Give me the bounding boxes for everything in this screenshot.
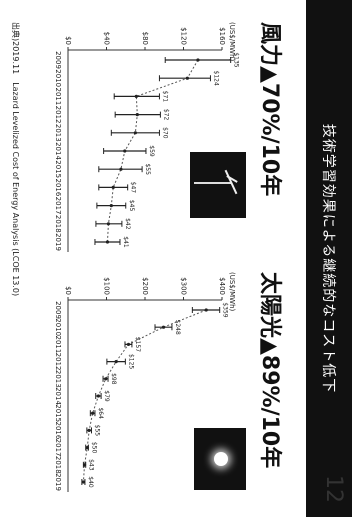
- solar-x-tick-label: 2018: [54, 456, 62, 474]
- wind-data-label: $71: [161, 91, 168, 103]
- solar-data-label: $359: [222, 302, 229, 317]
- wind-y-tick-label: $160: [218, 27, 226, 45]
- wind-y-tick-label: $120: [180, 27, 188, 45]
- wind-data-label: $135: [233, 52, 240, 67]
- wind-data-point: [133, 131, 137, 135]
- wind-x-tick-label: 2018: [54, 215, 62, 233]
- wind-data-point: [106, 222, 111, 226]
- solar-data-label: $40: [87, 476, 94, 488]
- wind-turbine-photo: [190, 152, 246, 218]
- solar-y-tick-label: $400: [218, 277, 226, 295]
- wind-data-label: $72: [162, 109, 169, 121]
- wind-y-tick-label: $80: [141, 32, 149, 45]
- solar-data-point: [81, 480, 85, 484]
- solar-data-label: $125: [127, 354, 134, 369]
- solar-data-point: [91, 411, 95, 415]
- wind-x-tick-label: 2016: [54, 178, 62, 196]
- wind-data-point: [105, 240, 110, 244]
- wind-data-point: [123, 149, 127, 153]
- solar-y-tick-label: $300: [180, 277, 188, 295]
- wind-data-label: $45: [128, 200, 135, 212]
- wind-data-label: $59: [148, 145, 155, 157]
- solar-data-point: [87, 428, 91, 432]
- wind-data-point: [185, 76, 189, 80]
- wind-data-point: [109, 204, 113, 208]
- solar-x-tick-label: 2011: [54, 335, 62, 353]
- solar-x-tick-label: 2009: [54, 301, 62, 319]
- wind-data-point: [135, 113, 139, 117]
- wind-lcoe-chart: (US$/MWh)$0 $40 $80 $120 $160200920102011201…: [54, 22, 240, 252]
- wind-x-tick-label: 2011: [54, 87, 62, 105]
- solar-x-tick-label: 2017: [54, 439, 62, 457]
- solar-data-point: [85, 446, 89, 450]
- wind-chart-title: 風力▲70%/10年: [257, 22, 282, 197]
- solar-y-tick-label: $200: [141, 277, 149, 295]
- solar-data-point: [104, 377, 108, 381]
- solar-data-label: $64: [97, 407, 104, 419]
- wind-data-point: [134, 94, 138, 99]
- solar-x-tick-label: 2016: [54, 421, 62, 439]
- solar-y-tick-label: $100: [103, 277, 111, 295]
- wind-x-tick-label: 2017: [54, 197, 62, 215]
- solar-x-tick-label: 2015: [54, 404, 62, 422]
- solar-data-label: $248: [174, 320, 181, 335]
- wind-data-label: $55: [144, 163, 151, 175]
- wind-x-tick-label: 2015: [54, 160, 62, 178]
- slide-title: 技術学習効果による継続的なコスト低下: [320, 123, 336, 394]
- wind-data-point: [119, 167, 123, 171]
- solar-data-point: [82, 463, 87, 467]
- solar-y-tick-label: $0: [64, 286, 72, 295]
- solar-lcoe-chart: (US$/MWh)$0 $100 $200 $300 $4002009201020112…: [54, 272, 236, 492]
- wind-x-tick-label: 2010: [54, 69, 62, 87]
- solar-data-label: $98: [110, 373, 117, 385]
- wind-data-label: $47: [130, 182, 137, 194]
- solar-x-tick-label: 2019: [54, 473, 62, 491]
- solar-x-tick-label: 2012: [54, 353, 62, 371]
- wind-x-tick-label: 2009: [54, 51, 62, 69]
- solar-mean-line: [82, 309, 207, 483]
- solar-data-point: [161, 325, 166, 329]
- solar-x-tick-label: 2013: [54, 370, 62, 388]
- wind-x-tick-label: 2013: [54, 124, 62, 142]
- source-note: 出典)2019.11 Lazard Levelized Cost of Ener…: [11, 22, 20, 297]
- page-number: 12: [321, 475, 346, 503]
- wind-x-tick-label: 2012: [54, 106, 62, 124]
- wind-data-point: [111, 185, 115, 189]
- solar-chart-title: 太陽光▲89%/10年: [257, 272, 282, 469]
- wind-data-label: $42: [124, 218, 131, 230]
- solar-data-label: $79: [103, 390, 110, 402]
- solar-data-point: [126, 342, 131, 347]
- solar-data-label: $55: [93, 425, 100, 437]
- solar-data-label: $157: [134, 337, 141, 352]
- wind-y-tick-label: $40: [103, 32, 111, 45]
- wind-data-label: $70: [161, 127, 168, 139]
- wind-x-tick-label: 2019: [54, 233, 62, 251]
- solar-data-point: [114, 360, 118, 364]
- wind-data-label: $41: [122, 236, 129, 248]
- solar-data-point: [204, 308, 208, 312]
- wind-y-axis-label: (US$/MWh): [228, 22, 236, 62]
- wind-data-label: $124: [212, 71, 219, 86]
- wind-data-point: [196, 58, 200, 62]
- title-bar: 技術学習効果による継続的なコスト低下: [306, 0, 352, 517]
- wind-y-tick-label: $0: [64, 36, 72, 45]
- solar-data-point: [96, 394, 101, 398]
- solar-data-label: $50: [90, 442, 97, 454]
- solar-x-tick-label: 2014: [54, 387, 62, 405]
- sun-photo: [194, 428, 246, 490]
- wind-x-tick-label: 2014: [54, 142, 62, 160]
- solar-data-label: $43: [88, 459, 95, 471]
- solar-y-axis-label: (US$/MWh): [228, 272, 236, 312]
- solar-x-tick-label: 2010: [54, 318, 62, 336]
